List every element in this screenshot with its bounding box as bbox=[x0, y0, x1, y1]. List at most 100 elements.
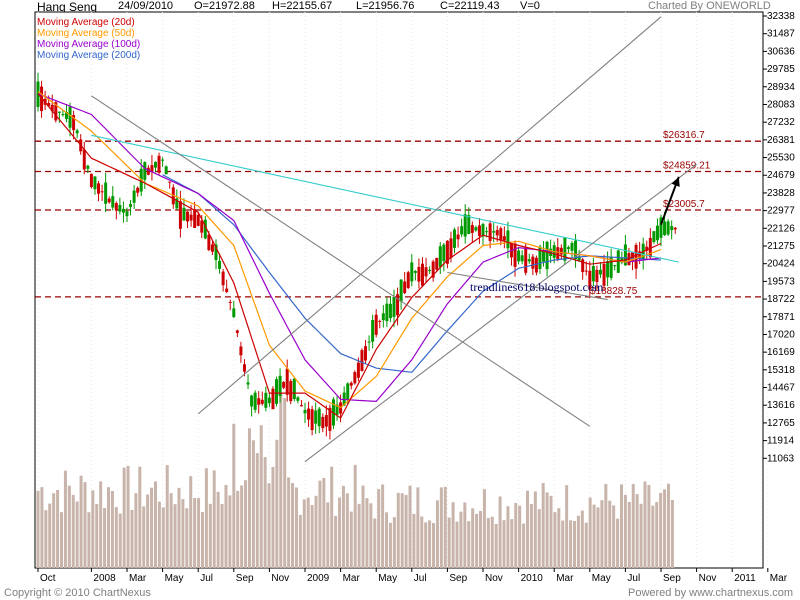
candle-body bbox=[424, 267, 428, 277]
candle-body bbox=[542, 251, 546, 262]
volume-bar bbox=[596, 507, 600, 568]
candle-body bbox=[292, 378, 296, 400]
volume-bar bbox=[592, 504, 596, 568]
y-tick-label: 27232 bbox=[767, 117, 795, 128]
candle-body bbox=[275, 379, 279, 404]
candle-body bbox=[374, 314, 378, 335]
volume-bar bbox=[263, 457, 267, 568]
candle-body bbox=[655, 225, 659, 241]
volume-bar bbox=[294, 487, 298, 568]
x-tick-label: Mar bbox=[556, 573, 574, 584]
candle-body bbox=[132, 190, 136, 203]
volume-bar bbox=[529, 504, 533, 568]
y-tick-label: 12765 bbox=[767, 418, 795, 429]
candle-body bbox=[221, 271, 225, 286]
volume-bar bbox=[110, 490, 114, 568]
volume-bar bbox=[138, 466, 142, 568]
charted-by: Charted By ONEWORLD bbox=[648, 0, 771, 12]
volume-bar bbox=[302, 499, 306, 568]
trendline-channel-upper bbox=[197, 16, 662, 415]
volume-bar bbox=[95, 504, 99, 568]
volume-bar bbox=[338, 497, 342, 568]
candle-body bbox=[168, 181, 172, 183]
volume-bar bbox=[36, 490, 40, 568]
candle-body bbox=[89, 173, 93, 188]
volume-bar bbox=[197, 498, 201, 568]
volume-bar bbox=[502, 520, 506, 568]
candle-body bbox=[388, 303, 392, 319]
candle-body bbox=[481, 224, 485, 237]
volume-bar bbox=[588, 497, 592, 568]
y-tick-label: 16169 bbox=[767, 347, 795, 358]
candle-body bbox=[314, 410, 318, 424]
volume-bar bbox=[670, 499, 674, 568]
volume-bar bbox=[208, 503, 212, 568]
volume-bar bbox=[247, 428, 251, 568]
y-tick-label: 29785 bbox=[767, 64, 795, 75]
volume-bar bbox=[150, 487, 154, 568]
y-tick-label: 28083 bbox=[767, 99, 795, 110]
x-tick-label: Mar bbox=[770, 573, 788, 584]
candle-body bbox=[153, 161, 157, 168]
y-tick-label: 26381 bbox=[767, 135, 795, 146]
candle-body bbox=[242, 364, 246, 372]
candle-body bbox=[595, 269, 599, 283]
candle-body bbox=[623, 244, 627, 266]
candle-body bbox=[64, 111, 68, 120]
candle-body bbox=[150, 165, 154, 173]
candle-body bbox=[299, 405, 303, 407]
volume-bar bbox=[416, 487, 420, 568]
candle-body bbox=[549, 248, 553, 256]
candle-body bbox=[399, 279, 403, 302]
volume-bar bbox=[279, 392, 283, 568]
x-tick-label: Jul bbox=[200, 573, 213, 584]
quote-close: C=22119.43 bbox=[440, 0, 500, 12]
volume-bar bbox=[165, 465, 169, 568]
volume-bar bbox=[494, 523, 498, 568]
volume-bar bbox=[580, 510, 584, 568]
volume-bar bbox=[193, 497, 197, 568]
volume-bar bbox=[400, 493, 404, 568]
candle-body bbox=[161, 159, 165, 161]
volume-bar bbox=[553, 512, 557, 568]
candle-body bbox=[435, 257, 439, 270]
y-tick-label: 22126 bbox=[767, 223, 795, 234]
candle-body bbox=[93, 176, 97, 190]
x-tick-label: Nov bbox=[699, 573, 717, 584]
candle-body bbox=[438, 246, 442, 268]
candle-body bbox=[104, 182, 108, 204]
candle-body bbox=[260, 399, 264, 404]
candle-body bbox=[606, 261, 610, 278]
x-tick-label: Jul bbox=[414, 573, 427, 584]
volume-bar bbox=[40, 487, 44, 568]
candle-body bbox=[214, 244, 218, 261]
volume-bar bbox=[463, 502, 467, 568]
volume-bar bbox=[91, 490, 95, 568]
x-tick-label: May bbox=[165, 573, 184, 584]
trendline-channel-lower bbox=[304, 163, 697, 463]
volume-bar bbox=[79, 475, 83, 568]
volume-bar bbox=[298, 514, 302, 568]
candle-body bbox=[164, 166, 168, 175]
candle-body bbox=[659, 217, 663, 238]
candle-body bbox=[492, 231, 496, 233]
volume-bar bbox=[404, 494, 408, 568]
candle-body bbox=[666, 221, 670, 235]
candle-body bbox=[463, 214, 467, 237]
volume-bar bbox=[459, 511, 463, 568]
legend-ma200: Moving Average (200d) bbox=[37, 50, 141, 61]
candle-body bbox=[196, 214, 200, 226]
x-tick-label: Sep bbox=[663, 573, 681, 584]
volume-bar bbox=[608, 500, 612, 568]
y-tick-label: 17020 bbox=[767, 329, 795, 340]
volume-bar bbox=[314, 495, 318, 568]
volume-bar bbox=[185, 508, 189, 568]
candle-body bbox=[428, 269, 432, 271]
volume-bar bbox=[432, 523, 436, 568]
candle-body bbox=[652, 231, 656, 243]
candle-body bbox=[82, 149, 86, 170]
candle-body bbox=[250, 395, 254, 407]
volume-bar bbox=[631, 484, 635, 568]
candle-body bbox=[282, 382, 286, 388]
candle-body bbox=[228, 301, 232, 303]
